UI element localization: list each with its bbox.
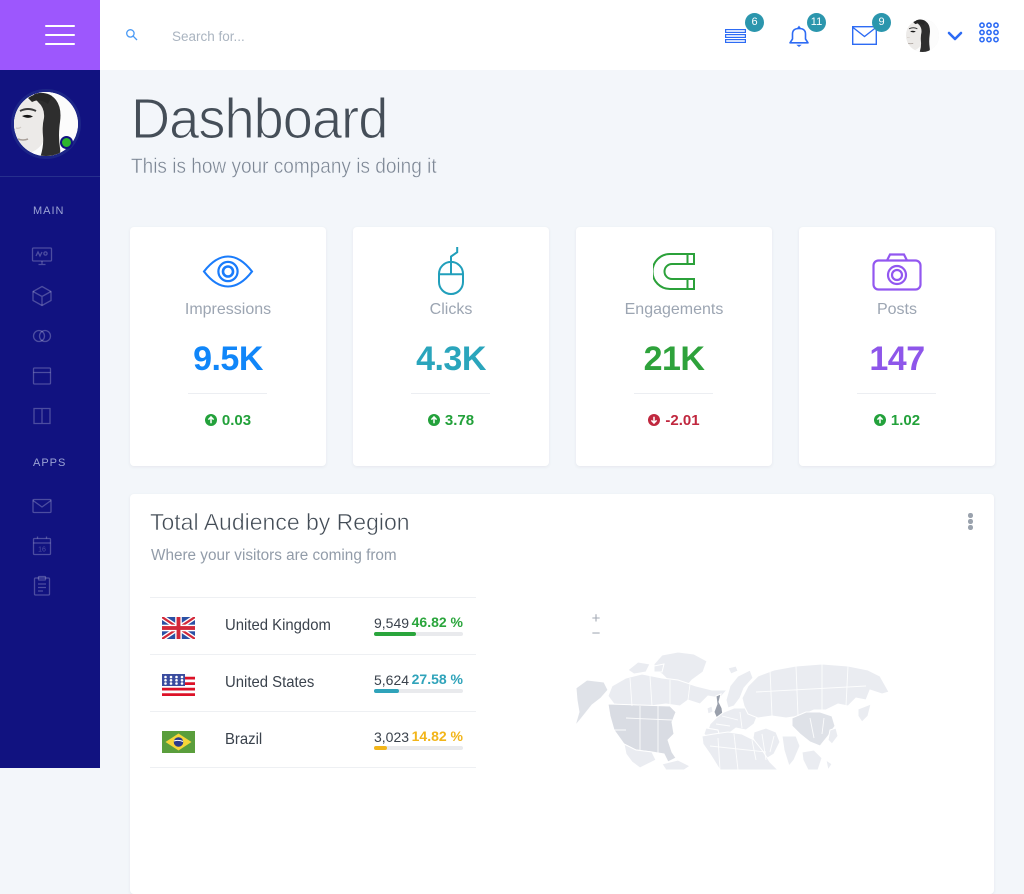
svg-text:16: 16 [38, 547, 46, 554]
